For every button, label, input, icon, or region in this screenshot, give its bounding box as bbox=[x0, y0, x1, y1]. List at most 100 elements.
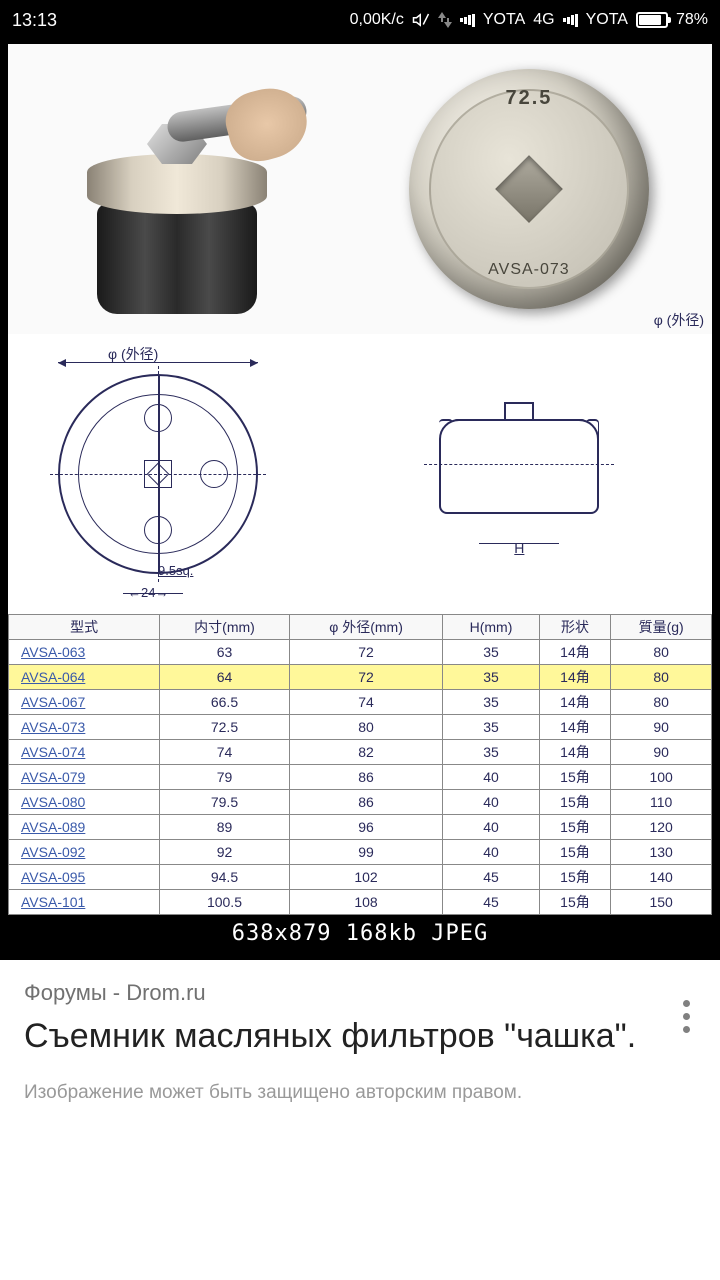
table-column-header: 形状 bbox=[539, 615, 611, 640]
table-cell: 80 bbox=[611, 640, 712, 665]
table-cell: 15角 bbox=[539, 890, 611, 915]
table-column-header: φ 外径(mm) bbox=[289, 615, 443, 640]
table-cell: 74 bbox=[160, 740, 290, 765]
image-dimensions-footer: 638x879 168kb JPEG bbox=[8, 915, 712, 952]
status-speed: 0,00K/c bbox=[350, 11, 404, 29]
diagram-top-view: φ (外径) 9.5sq. ←24→ bbox=[28, 344, 347, 604]
dim-height-label: H bbox=[514, 540, 524, 556]
table-row: AVSA-07474823514角90 bbox=[9, 740, 712, 765]
table-cell: 80 bbox=[611, 690, 712, 715]
table-cell: 15角 bbox=[539, 790, 611, 815]
table-column-header: 内寸(mm) bbox=[160, 615, 290, 640]
model-link-cell[interactable]: AVSA-079 bbox=[9, 765, 160, 790]
table-cell: 40 bbox=[443, 790, 539, 815]
table-cell: 79.5 bbox=[160, 790, 290, 815]
phi-outer-label: φ (外径) bbox=[654, 310, 704, 330]
table-row: AVSA-101100.51084515角150 bbox=[9, 890, 712, 915]
model-link-cell[interactable]: AVSA-101 bbox=[9, 890, 160, 915]
model-link-cell[interactable]: AVSA-080 bbox=[9, 790, 160, 815]
page-title[interactable]: Съемник масляных фильтров "чашка". bbox=[24, 1014, 696, 1058]
copyright-notice: Изображение может быть защищено авторски… bbox=[0, 1078, 720, 1124]
table-cell: 130 bbox=[611, 840, 712, 865]
table-cell: 72 bbox=[289, 640, 443, 665]
model-link-cell[interactable]: AVSA-073 bbox=[9, 715, 160, 740]
table-column-header: H(mm) bbox=[443, 615, 539, 640]
status-time: 13:13 bbox=[12, 10, 57, 31]
table-cell: 14角 bbox=[539, 665, 611, 690]
table-cell: 64 bbox=[160, 665, 290, 690]
table-cell: 140 bbox=[611, 865, 712, 890]
model-link-cell[interactable]: AVSA-095 bbox=[9, 865, 160, 890]
photo-cap-top-view: 72.5 AVSA-073 φ (外径) bbox=[346, 44, 712, 334]
table-cell: 63 bbox=[160, 640, 290, 665]
more-menu-button[interactable] bbox=[673, 990, 700, 1043]
table-cell: 35 bbox=[443, 640, 539, 665]
spec-table: 型式内寸(mm)φ 外径(mm)H(mm)形状質量(g) AVSA-063637… bbox=[8, 614, 712, 915]
table-cell: 40 bbox=[443, 815, 539, 840]
table-cell: 94.5 bbox=[160, 865, 290, 890]
dim-width: ←24→ bbox=[128, 585, 168, 600]
table-cell: 79 bbox=[160, 765, 290, 790]
table-cell: 89 bbox=[160, 815, 290, 840]
dim-square-drive: 9.5sq. bbox=[158, 563, 193, 578]
table-cell: 120 bbox=[611, 815, 712, 840]
table-cell: 15角 bbox=[539, 815, 611, 840]
table-cell: 14角 bbox=[539, 715, 611, 740]
table-cell: 80 bbox=[611, 665, 712, 690]
model-link-cell[interactable]: AVSA-074 bbox=[9, 740, 160, 765]
table-row: AVSA-08079.5864015角110 bbox=[9, 790, 712, 815]
table-cell: 15角 bbox=[539, 840, 611, 865]
model-link-cell[interactable]: AVSA-089 bbox=[9, 815, 160, 840]
network-type: 4G bbox=[533, 11, 554, 29]
table-cell: 102 bbox=[289, 865, 443, 890]
table-row: AVSA-07979864015角100 bbox=[9, 765, 712, 790]
table-cell: 40 bbox=[443, 840, 539, 865]
mute-icon bbox=[412, 11, 430, 29]
table-cell: 45 bbox=[443, 890, 539, 915]
carrier-1: YOTA bbox=[483, 11, 525, 29]
table-cell: 110 bbox=[611, 790, 712, 815]
table-cell: 86 bbox=[289, 790, 443, 815]
table-cell: 82 bbox=[289, 740, 443, 765]
photo-wrench-on-filter bbox=[8, 44, 346, 334]
model-link-cell[interactable]: AVSA-092 bbox=[9, 840, 160, 865]
table-cell: 66.5 bbox=[160, 690, 290, 715]
table-cell: 35 bbox=[443, 690, 539, 715]
table-cell: 96 bbox=[289, 815, 443, 840]
table-row: AVSA-09594.51024515角140 bbox=[9, 865, 712, 890]
table-body: AVSA-06363723514角80AVSA-06464723514角80AV… bbox=[9, 640, 712, 915]
model-link-cell[interactable]: AVSA-064 bbox=[9, 665, 160, 690]
table-header-row: 型式内寸(mm)φ 外径(mm)H(mm)形状質量(g) bbox=[9, 615, 712, 640]
table-cell: 15角 bbox=[539, 865, 611, 890]
content-area: 72.5 AVSA-073 φ (外径) φ (外径) bbox=[0, 40, 720, 1124]
technical-diagrams: φ (外径) 9.5sq. ←24→ bbox=[8, 334, 712, 614]
table-row: AVSA-08989964015角120 bbox=[9, 815, 712, 840]
table-cell: 14角 bbox=[539, 740, 611, 765]
table-cell: 86 bbox=[289, 765, 443, 790]
table-cell: 15角 bbox=[539, 765, 611, 790]
cap-model-marking: AVSA-073 bbox=[488, 261, 570, 279]
data-off-icon bbox=[438, 12, 452, 28]
table-cell: 90 bbox=[611, 715, 712, 740]
table-row: AVSA-07372.5803514角90 bbox=[9, 715, 712, 740]
table-cell: 72.5 bbox=[160, 715, 290, 740]
product-image-area[interactable]: 72.5 AVSA-073 φ (外径) φ (外径) bbox=[0, 40, 720, 960]
table-cell: 92 bbox=[160, 840, 290, 865]
breadcrumb[interactable]: Форумы - Drom.ru bbox=[24, 980, 696, 1006]
table-cell: 40 bbox=[443, 765, 539, 790]
carrier-2: YOTA bbox=[586, 11, 628, 29]
table-cell: 90 bbox=[611, 740, 712, 765]
model-link-cell[interactable]: AVSA-067 bbox=[9, 690, 160, 715]
table-row: AVSA-06766.5743514角80 bbox=[9, 690, 712, 715]
table-cell: 150 bbox=[611, 890, 712, 915]
table-cell: 35 bbox=[443, 740, 539, 765]
table-column-header: 質量(g) bbox=[611, 615, 712, 640]
diagram-side-view: H bbox=[347, 344, 692, 604]
table-column-header: 型式 bbox=[9, 615, 160, 640]
battery-percent: 78% bbox=[676, 11, 708, 29]
table-cell: 80 bbox=[289, 715, 443, 740]
product-photos: 72.5 AVSA-073 φ (外径) bbox=[8, 44, 712, 334]
model-link-cell[interactable]: AVSA-063 bbox=[9, 640, 160, 665]
table-cell: 35 bbox=[443, 715, 539, 740]
table-cell: 100 bbox=[611, 765, 712, 790]
